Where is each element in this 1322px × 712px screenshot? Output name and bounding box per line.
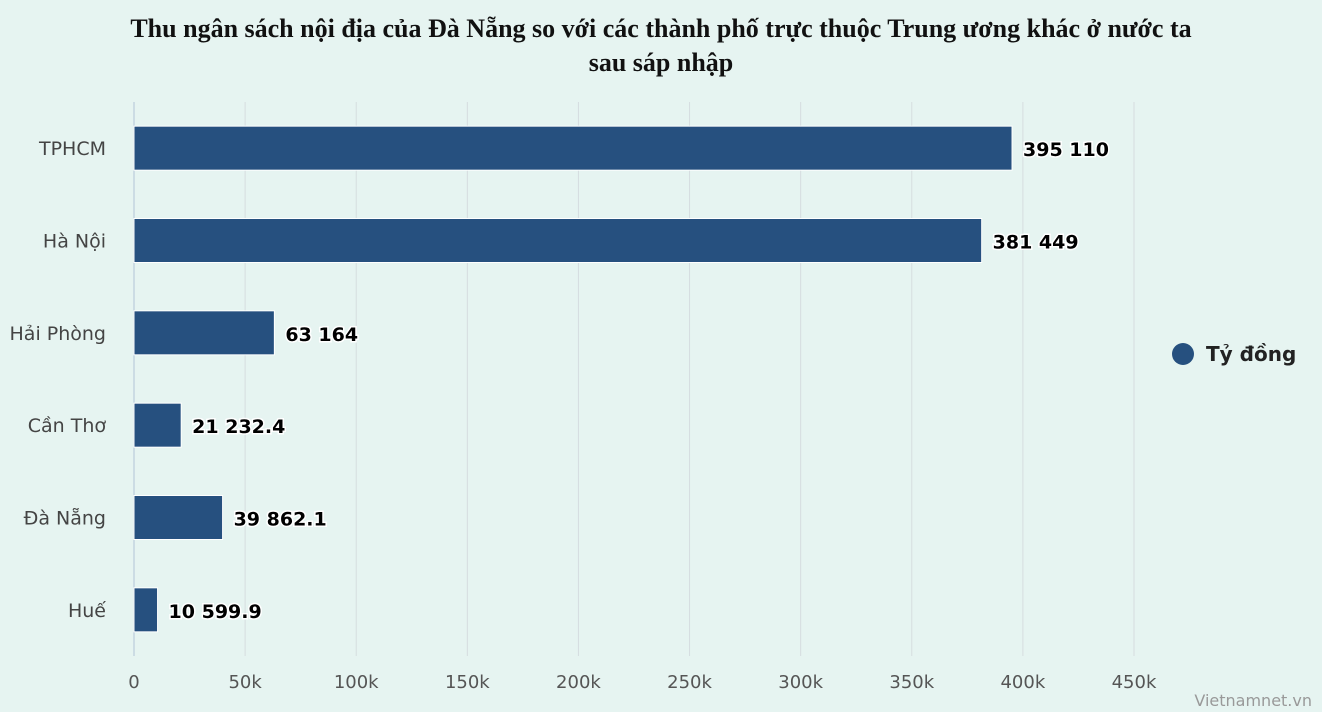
category-label: Đà Nẵng — [24, 507, 106, 530]
bar — [133, 310, 275, 356]
x-tick-label: 150k — [445, 672, 490, 693]
legend-label: Tỷ đồng — [1206, 342, 1297, 366]
data-label: 395 110 — [1023, 139, 1109, 161]
category-label: Huế — [68, 600, 106, 622]
category-label: Cần Thơ — [28, 415, 107, 437]
x-tick-label: 200k — [556, 672, 601, 693]
x-tick-label: 50k — [228, 672, 262, 693]
x-tick-label: 250k — [667, 672, 712, 693]
data-label: 10 599.9 — [169, 601, 262, 623]
category-label: Hà Nội — [43, 231, 106, 253]
data-label: 39 862.1 — [234, 509, 327, 531]
bar — [133, 587, 159, 633]
legend-marker — [1172, 343, 1194, 365]
legend[interactable]: Tỷ đồng — [1172, 342, 1296, 366]
x-tick-label: 0 — [128, 672, 139, 693]
chart-title: Thu ngân sách nội địa của Đà Nẵng so với… — [0, 12, 1322, 80]
bar — [133, 125, 1013, 171]
data-label: 63 164 — [285, 324, 358, 346]
bar — [133, 218, 983, 263]
category-label: TPHCM — [38, 138, 106, 160]
data-label: 381 449 — [993, 232, 1079, 254]
x-tick-label: 350k — [889, 672, 934, 693]
x-tick-label: 400k — [1000, 672, 1045, 693]
bar — [133, 495, 224, 540]
x-tick-label: 300k — [778, 672, 823, 693]
x-tick-label: 100k — [334, 672, 379, 693]
chart-title-line-2: sau sáp nhập — [588, 48, 734, 77]
data-label: 21 232.4 — [192, 416, 285, 438]
x-tick-label: 450k — [1112, 672, 1157, 693]
bar — [133, 402, 182, 448]
category-label: Hải Phòng — [10, 323, 106, 345]
chart-title-line-1: Thu ngân sách nội địa của Đà Nẵng so với… — [130, 14, 1192, 43]
source-credit: Vietnamnet.vn — [1194, 691, 1312, 710]
